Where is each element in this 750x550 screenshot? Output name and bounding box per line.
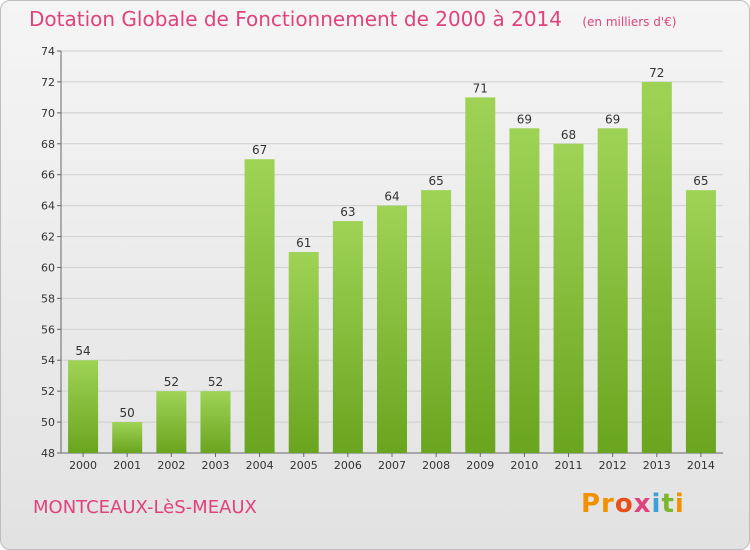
bar-value-label: 50 [120,406,135,420]
x-tick-label: 2003 [201,459,229,472]
logo-part-1: Pr [581,489,615,519]
bar-value-label: 52 [208,375,223,389]
x-tick-label: 2010 [510,459,538,472]
bar-value-label: 52 [164,375,179,389]
x-tick-label: 2002 [157,459,185,472]
y-tick-label: 60 [41,261,55,274]
x-tick-label: 2012 [599,459,627,472]
bar [68,360,99,453]
logo-part-2: o [614,489,634,519]
logo-part-6: i [674,489,685,519]
y-tick-label: 72 [41,76,55,89]
x-tick-label: 2014 [687,459,715,472]
bar [465,97,496,453]
bar [685,190,716,453]
y-tick-label: 74 [41,45,55,58]
y-tick-label: 48 [41,447,55,460]
chart-title: Dotation Globale de Fonctionnement de 20… [29,7,676,31]
x-tick-label: 2013 [643,459,671,472]
bar [509,128,540,454]
bar-value-label: 72 [649,66,664,80]
place-name: MONTCEAUX-LèS-MEAUX [33,497,257,518]
x-tick-label: 2000 [69,459,97,472]
bar-value-label: 61 [296,236,311,250]
bar [376,205,408,453]
bar-value-label: 68 [561,128,576,142]
y-tick-label: 56 [41,323,55,336]
chart-unit-note: (en milliers d'€) [582,15,677,29]
y-tick-label: 50 [41,416,55,429]
x-tick-label: 2006 [334,459,362,472]
x-tick-label: 2009 [466,459,494,472]
logo-part-3: x [633,489,652,519]
x-tick-label: 2008 [422,459,450,472]
bar-value-label: 67 [252,143,267,157]
logo-part-4: i [651,489,662,519]
bar [553,143,584,453]
y-tick-label: 58 [41,292,55,305]
bar-value-label: 63 [340,205,355,219]
x-tick-label: 2011 [555,459,583,472]
x-tick-label: 2007 [378,459,406,472]
x-tick-label: 2001 [113,459,141,472]
bar [112,422,143,453]
bar-value-label: 65 [693,174,708,188]
bar [332,221,363,453]
bar-value-label: 69 [605,112,620,126]
bar-value-label: 69 [517,112,532,126]
bar [641,81,672,453]
bar [244,159,275,453]
y-tick-label: 64 [41,200,55,213]
chart-title-text: Dotation Globale de Fonctionnement de 20… [29,7,562,31]
bar-value-label: 54 [75,344,90,358]
proxiti-logo: Proxiti [581,489,685,519]
bar [200,391,231,453]
y-tick-label: 62 [41,231,55,244]
y-tick-label: 68 [41,138,55,151]
y-tick-label: 66 [41,169,55,182]
bar-value-label: 71 [473,81,488,95]
bar [421,190,452,453]
logo-part-5: t [661,489,675,519]
bar-value-label: 65 [428,174,443,188]
x-tick-label: 2005 [290,459,318,472]
bar [288,252,319,453]
y-tick-label: 70 [41,107,55,120]
bar [597,128,628,454]
bar-value-label: 64 [384,190,399,204]
x-tick-label: 2004 [246,459,274,472]
bar [156,391,187,453]
y-tick-label: 54 [41,354,55,367]
y-tick-label: 52 [41,385,55,398]
